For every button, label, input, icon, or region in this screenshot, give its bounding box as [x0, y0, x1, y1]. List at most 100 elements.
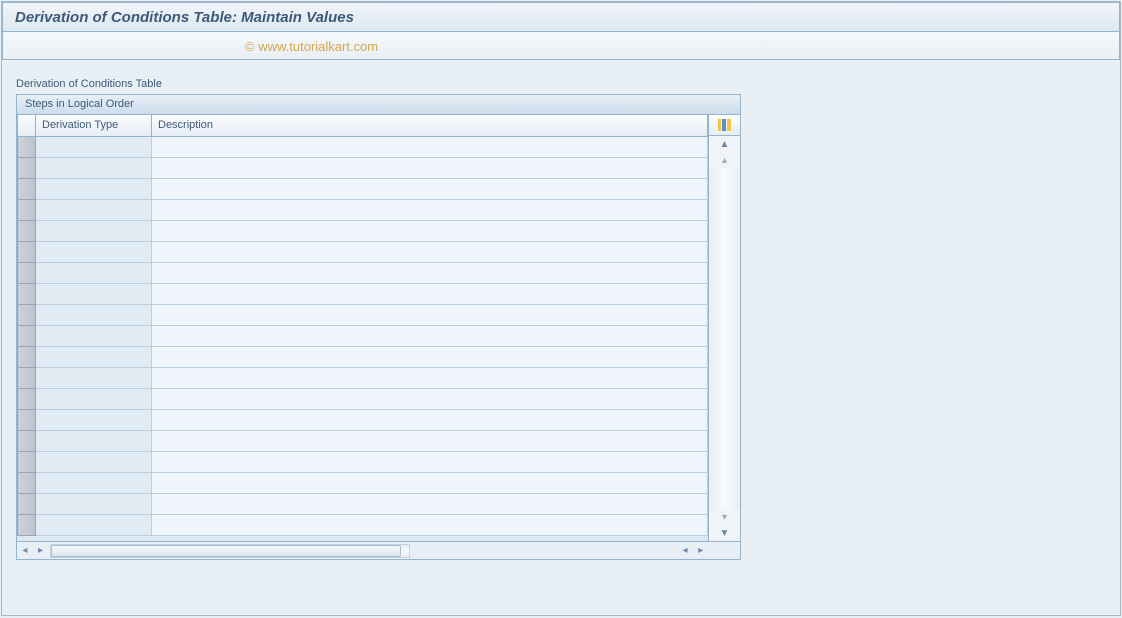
scroll-left-icon[interactable]: ▸	[33, 542, 49, 560]
derivation-type-cell[interactable]	[36, 178, 152, 199]
row-selector[interactable]	[18, 388, 36, 409]
derivation-type-cell[interactable]	[36, 262, 152, 283]
derivation-type-input[interactable]	[36, 452, 151, 472]
description-cell[interactable]	[152, 178, 708, 199]
row-selector[interactable]	[18, 283, 36, 304]
description-cell[interactable]	[152, 472, 708, 493]
row-selector[interactable]	[18, 514, 36, 535]
description-input[interactable]	[152, 452, 707, 472]
derivation-type-input[interactable]	[36, 179, 151, 199]
scroll-up-step-icon[interactable]: ▴	[709, 152, 740, 168]
derivation-type-cell[interactable]	[36, 157, 152, 178]
description-cell[interactable]	[152, 493, 708, 514]
row-selector[interactable]	[18, 136, 36, 157]
hscroll-thumb[interactable]	[51, 545, 401, 557]
derivation-type-cell[interactable]	[36, 220, 152, 241]
derivation-type-cell[interactable]	[36, 388, 152, 409]
derivation-type-cell[interactable]	[36, 304, 152, 325]
derivation-type-input[interactable]	[36, 347, 151, 367]
description-input[interactable]	[152, 263, 707, 283]
description-input[interactable]	[152, 410, 707, 430]
description-cell[interactable]	[152, 514, 708, 535]
description-input[interactable]	[152, 158, 707, 178]
description-input[interactable]	[152, 494, 707, 514]
scroll-right-icon[interactable]: ◂	[677, 542, 693, 560]
description-input[interactable]	[152, 137, 707, 157]
description-input[interactable]	[152, 221, 707, 241]
derivation-type-cell[interactable]	[36, 367, 152, 388]
row-selector[interactable]	[18, 262, 36, 283]
col-header-description[interactable]: Description	[152, 115, 708, 136]
horizontal-scrollbar[interactable]: ◂ ▸ ◂ ▸	[17, 541, 740, 559]
description-cell[interactable]	[152, 304, 708, 325]
scroll-left-end-icon[interactable]: ◂	[17, 542, 33, 560]
description-input[interactable]	[152, 389, 707, 409]
col-header-derivation-type[interactable]: Derivation Type	[36, 115, 152, 136]
derivation-type-input[interactable]	[36, 158, 151, 178]
scroll-down-step-icon[interactable]: ▾	[709, 509, 740, 525]
derivation-type-cell[interactable]	[36, 430, 152, 451]
description-cell[interactable]	[152, 325, 708, 346]
description-cell[interactable]	[152, 451, 708, 472]
description-cell[interactable]	[152, 157, 708, 178]
description-cell[interactable]	[152, 220, 708, 241]
hscroll-track[interactable]	[50, 544, 410, 558]
description-input[interactable]	[152, 368, 707, 388]
derivation-type-input[interactable]	[36, 137, 151, 157]
derivation-type-cell[interactable]	[36, 472, 152, 493]
description-cell[interactable]	[152, 409, 708, 430]
scroll-up-icon[interactable]: ▲	[709, 136, 740, 152]
scroll-down-icon[interactable]: ▼	[709, 525, 740, 541]
description-input[interactable]	[152, 431, 707, 451]
description-input[interactable]	[152, 326, 707, 346]
derivation-type-input[interactable]	[36, 389, 151, 409]
derivation-type-input[interactable]	[36, 410, 151, 430]
select-all-header[interactable]	[18, 115, 36, 136]
derivation-type-input[interactable]	[36, 305, 151, 325]
description-cell[interactable]	[152, 346, 708, 367]
derivation-type-cell[interactable]	[36, 325, 152, 346]
description-cell[interactable]	[152, 388, 708, 409]
row-selector[interactable]	[18, 241, 36, 262]
description-cell[interactable]	[152, 283, 708, 304]
description-input[interactable]	[152, 284, 707, 304]
description-cell[interactable]	[152, 262, 708, 283]
description-cell[interactable]	[152, 367, 708, 388]
row-selector[interactable]	[18, 178, 36, 199]
vscroll-track[interactable]	[709, 168, 740, 509]
derivation-type-input[interactable]	[36, 242, 151, 262]
derivation-type-cell[interactable]	[36, 451, 152, 472]
description-cell[interactable]	[152, 136, 708, 157]
description-cell[interactable]	[152, 241, 708, 262]
description-input[interactable]	[152, 200, 707, 220]
row-selector[interactable]	[18, 451, 36, 472]
description-input[interactable]	[152, 347, 707, 367]
table-settings-button[interactable]	[708, 115, 740, 136]
derivation-type-input[interactable]	[36, 494, 151, 514]
row-selector[interactable]	[18, 346, 36, 367]
derivation-type-cell[interactable]	[36, 493, 152, 514]
description-input[interactable]	[152, 515, 707, 535]
derivation-type-input[interactable]	[36, 515, 151, 535]
derivation-type-cell[interactable]	[36, 199, 152, 220]
derivation-type-input[interactable]	[36, 326, 151, 346]
derivation-type-input[interactable]	[36, 284, 151, 304]
description-input[interactable]	[152, 242, 707, 262]
row-selector[interactable]	[18, 430, 36, 451]
derivation-type-input[interactable]	[36, 200, 151, 220]
derivation-type-cell[interactable]	[36, 514, 152, 535]
vertical-scrollbar[interactable]: ▲ ▴ ▾ ▼	[708, 136, 740, 541]
row-selector[interactable]	[18, 409, 36, 430]
description-cell[interactable]	[152, 430, 708, 451]
derivation-type-input[interactable]	[36, 221, 151, 241]
description-cell[interactable]	[152, 199, 708, 220]
derivation-type-cell[interactable]	[36, 136, 152, 157]
row-selector[interactable]	[18, 367, 36, 388]
row-selector[interactable]	[18, 199, 36, 220]
derivation-type-input[interactable]	[36, 368, 151, 388]
description-input[interactable]	[152, 305, 707, 325]
derivation-type-cell[interactable]	[36, 241, 152, 262]
derivation-type-cell[interactable]	[36, 409, 152, 430]
row-selector[interactable]	[18, 157, 36, 178]
derivation-type-input[interactable]	[36, 473, 151, 493]
